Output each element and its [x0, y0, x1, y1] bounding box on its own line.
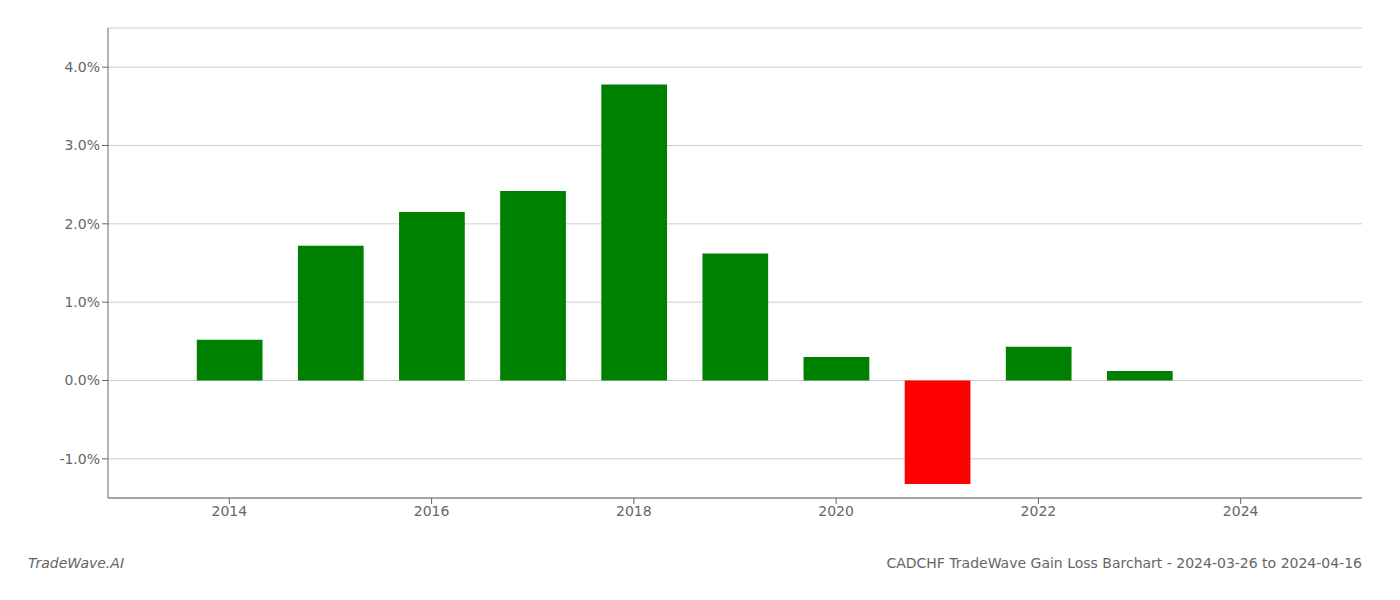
svg-text:-1.0%: -1.0%	[59, 451, 100, 467]
svg-text:4.0%: 4.0%	[64, 59, 100, 75]
svg-text:2014: 2014	[212, 503, 248, 519]
svg-text:2018: 2018	[616, 503, 652, 519]
svg-text:2.0%: 2.0%	[64, 216, 100, 232]
svg-text:2022: 2022	[1021, 503, 1057, 519]
svg-text:2020: 2020	[818, 503, 854, 519]
svg-text:1.0%: 1.0%	[64, 294, 100, 310]
html-text:CADCHF TradeWave Gain Loss Bar: CADCHF TradeWave Gain Loss Barchart - 20…	[886, 555, 1362, 571]
svg-text:3.0%: 3.0%	[64, 137, 100, 153]
svg-text:0.0%: 0.0%	[64, 372, 100, 388]
html-text:TradeWave.AI: TradeWave.AI	[28, 555, 124, 571]
svg-text:2016: 2016	[414, 503, 450, 519]
svg-text:2024: 2024	[1223, 503, 1259, 519]
